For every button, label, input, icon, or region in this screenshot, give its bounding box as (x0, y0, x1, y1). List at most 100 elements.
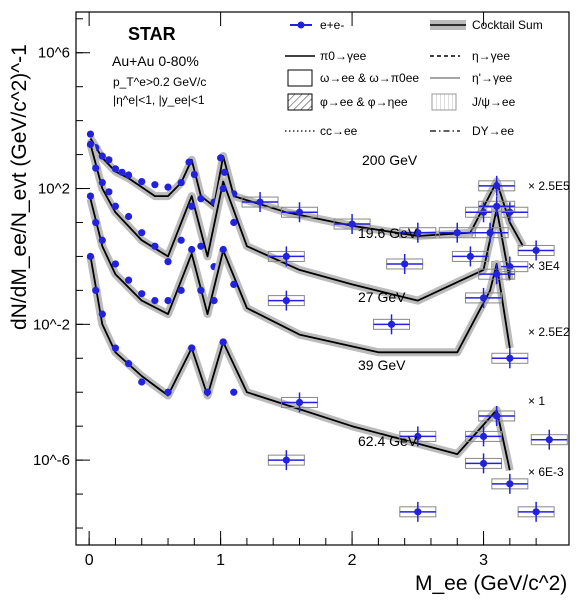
legend-label-data: e+e- (320, 18, 344, 32)
data-point (532, 246, 540, 255)
data-point (453, 229, 461, 237)
data-point (138, 378, 146, 386)
legend-label-etaprime: η'→γee (472, 71, 513, 85)
x-axis-label: M_ee (GeV/c^2) (415, 572, 567, 595)
data-point (506, 263, 514, 271)
data-point (151, 181, 159, 189)
data-point (98, 152, 106, 160)
data-point (493, 270, 501, 278)
data-point (230, 280, 238, 289)
data-point (86, 140, 95, 148)
data-point (124, 171, 133, 179)
system-label: Au+Au 0-80% (112, 53, 199, 69)
data-point (98, 178, 106, 187)
legend-label-ccbar: cc→ee (320, 124, 358, 138)
data-point (164, 258, 172, 266)
data-point (486, 229, 494, 237)
data-point (414, 229, 422, 237)
data-point (111, 344, 120, 352)
data-point (164, 183, 172, 191)
data-point (197, 195, 205, 203)
data-point (92, 286, 100, 294)
y-axis-label: dN/dM_ee/N_evt (GeV/c^2)^-1 (8, 44, 31, 330)
legend-label-pi0: π0→γee (320, 49, 367, 63)
data-point (86, 192, 95, 200)
data-point (124, 276, 133, 284)
plot-frame (75, 11, 570, 546)
cut-pt-label: p_T^e>0.2 GeV/c (113, 75, 206, 89)
legend-label-omega: ω→ee & ω→π0ee (320, 71, 419, 85)
data-point (401, 260, 409, 268)
data-point (188, 344, 196, 352)
data-point (111, 165, 120, 173)
data-point (506, 208, 514, 216)
data-point (86, 130, 95, 138)
series-name-label: 62.4 GeV (358, 433, 418, 449)
data-point (188, 245, 196, 254)
series-name-label: 39 GeV (358, 357, 406, 373)
data-point (86, 252, 95, 261)
series-scale-label: × 2.5E2 (528, 325, 570, 339)
legend-swatch-omega (287, 69, 313, 87)
legend-marker-data (297, 21, 305, 29)
data-point (348, 220, 356, 228)
data-point (203, 388, 212, 396)
data-point (479, 432, 488, 440)
data-point (138, 290, 146, 298)
data-point (151, 297, 159, 305)
data-point (92, 164, 100, 172)
y-tick-label: 10^6 (38, 45, 70, 62)
data-point (164, 297, 172, 305)
data-point (387, 320, 396, 328)
data-point (506, 480, 514, 488)
data-point (282, 456, 290, 464)
data-point (282, 297, 290, 305)
data-point (197, 242, 205, 250)
legend-label-cocktail: Cocktail Sum (472, 18, 543, 32)
data-point (217, 154, 225, 162)
data-point (118, 168, 126, 176)
data-point (111, 202, 120, 210)
data-point (479, 208, 488, 216)
series-scale-label: × 2.5E5 (528, 179, 570, 193)
legend-label-jpsi: J/ψ→ee (472, 95, 516, 109)
data-point (185, 158, 193, 166)
data-point (295, 398, 304, 407)
data-point (210, 297, 218, 305)
data-point (545, 436, 553, 444)
legend-label-dy: DY→ee (472, 124, 514, 138)
data-point (414, 508, 422, 516)
data-point (188, 202, 196, 210)
data-point (493, 182, 501, 190)
data-point (124, 359, 133, 368)
legend-label-eta: η→γee (472, 49, 510, 63)
series-name-label: 19.6 GeV (358, 225, 418, 241)
data-point (220, 168, 229, 176)
data-point (197, 286, 205, 294)
data-point (177, 286, 185, 294)
data-point (219, 245, 227, 254)
data-point (105, 188, 113, 196)
cocktail-band (86, 143, 514, 305)
series-scale-label: × 3E4 (528, 259, 560, 273)
data-point (98, 236, 106, 244)
data-point (177, 236, 185, 244)
tick-layer: 0 1 2 3 10^-6 10^-2 10^2 10^6 (33, 12, 537, 569)
data-point (177, 178, 185, 187)
data-point (295, 208, 304, 216)
data-point (506, 354, 514, 362)
series-layer: 200 GeV × 2.5E5 19.6 GeV × 3E4 27 GeV × 2.5E2… (86, 130, 570, 522)
data-point (151, 242, 159, 250)
data-point (105, 156, 113, 164)
legend-swatch-jpsi (431, 93, 457, 111)
data-point (98, 310, 106, 318)
y-tick-label: 10^2 (38, 181, 70, 198)
x-tick-label: 0 (85, 552, 94, 569)
data-point (138, 178, 146, 186)
series-name-label: 200 GeV (362, 152, 418, 168)
data-point (466, 252, 474, 261)
data-point (256, 198, 264, 206)
y-tick-label: 10^-6 (33, 452, 70, 469)
x-tick-label: 1 (216, 552, 225, 569)
